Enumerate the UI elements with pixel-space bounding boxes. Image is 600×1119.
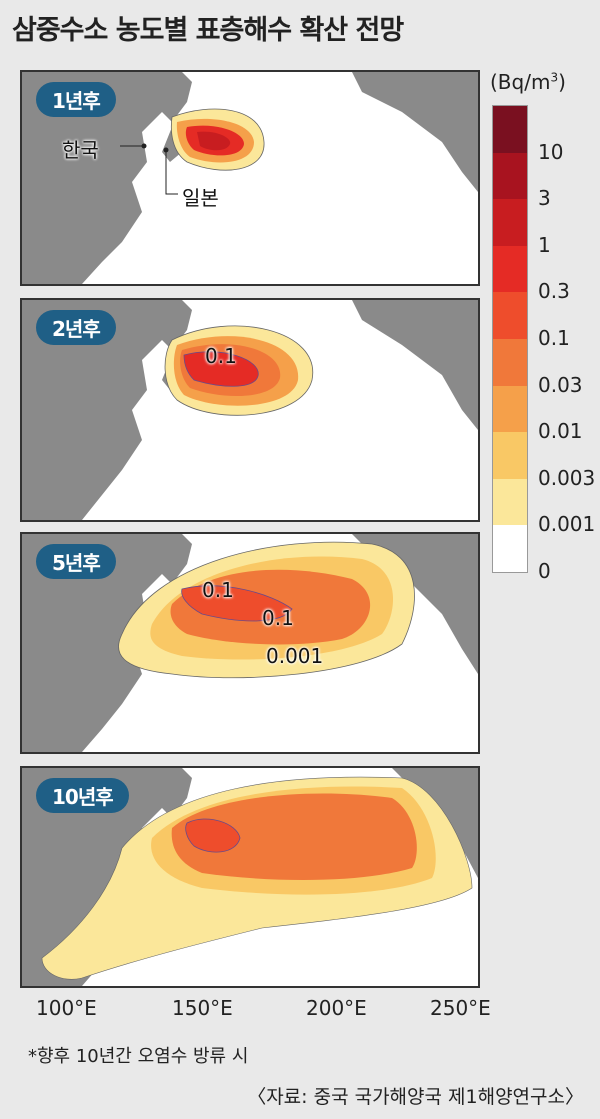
map-panel-10-year: 10년후 bbox=[20, 766, 480, 988]
year-badge: 1년후 bbox=[36, 82, 116, 117]
plume-10-core bbox=[185, 818, 241, 853]
contour-label: 0.001 bbox=[266, 644, 324, 668]
label-korea: 한국 bbox=[62, 138, 99, 162]
legend-swatch bbox=[493, 152, 527, 200]
map-2-year bbox=[22, 300, 478, 520]
land-asia bbox=[22, 768, 192, 986]
legend-swatch bbox=[493, 432, 527, 479]
year-badge: 10년후 bbox=[36, 778, 129, 813]
legend-tick-label: 3 bbox=[538, 186, 551, 211]
year-badge: 5년후 bbox=[36, 544, 116, 579]
contour-label: 0.1 bbox=[262, 606, 294, 630]
footnote: *향후 10년간 오염수 방류 시 bbox=[28, 1046, 249, 1067]
land-alaska bbox=[392, 768, 478, 878]
map-10-year bbox=[22, 768, 478, 986]
map-panel-1-year: 1년후 한국 일본 bbox=[20, 70, 480, 286]
land-alaska bbox=[352, 72, 478, 192]
page-title: 삼중수소 농도별 표층해수 확산 전망 bbox=[12, 15, 404, 46]
legend-swatch bbox=[493, 292, 527, 339]
land-asia bbox=[22, 300, 192, 520]
legend-tick-label: 10 bbox=[538, 139, 564, 164]
plume-1-center bbox=[197, 131, 231, 151]
land-alaska bbox=[352, 534, 478, 674]
plume-2-core bbox=[183, 351, 259, 387]
year-badge: 2년후 bbox=[36, 310, 116, 345]
x-tick-label: 200°E bbox=[306, 996, 367, 1020]
legend-swatch bbox=[493, 199, 527, 246]
legend-swatch bbox=[493, 245, 527, 293]
legend-unit: (Bq/m3) bbox=[490, 70, 566, 94]
x-tick-label: 150°E bbox=[172, 996, 233, 1020]
land-asia bbox=[22, 534, 192, 752]
legend-swatch bbox=[493, 525, 527, 572]
plume-10-inner bbox=[171, 793, 417, 880]
contour-label: 0.1 bbox=[202, 578, 234, 602]
x-tick-label: 100°E bbox=[36, 996, 97, 1020]
map-5-year bbox=[22, 534, 478, 752]
source: 〈자료: 중국 국가해양국 제1해양연구소〉 bbox=[247, 1086, 584, 1108]
color-legend bbox=[492, 105, 528, 573]
legend-tick-label: 0.01 bbox=[538, 419, 583, 444]
legend-tick-label: 0.03 bbox=[538, 372, 583, 397]
legend-swatch bbox=[493, 339, 527, 386]
contour-label: 0.1 bbox=[205, 344, 237, 368]
map-panel-5-year: 5년후 0.1 0.1 0.001 bbox=[20, 532, 480, 754]
legend-tick-label: 0.3 bbox=[538, 279, 570, 304]
land-alaska bbox=[352, 300, 478, 430]
legend-tick-label: 0 bbox=[538, 559, 551, 583]
legend-swatch bbox=[493, 478, 527, 526]
legend-tick-label: 1 bbox=[538, 232, 551, 257]
map-panel-2-year: 2년후 0.1 bbox=[20, 298, 480, 522]
plume-5-core bbox=[181, 585, 293, 622]
label-japan: 일본 bbox=[182, 186, 219, 210]
legend-swatch bbox=[493, 106, 527, 153]
x-tick-label: 250°E bbox=[430, 996, 491, 1020]
legend-tick-label: 0.003 bbox=[538, 465, 596, 490]
map-1-year bbox=[22, 72, 478, 284]
legend-tick-label: 0.001 bbox=[538, 512, 596, 537]
legend-tick-label: 0.1 bbox=[538, 326, 570, 350]
land-asia bbox=[22, 72, 192, 284]
legend-swatch bbox=[493, 385, 527, 433]
